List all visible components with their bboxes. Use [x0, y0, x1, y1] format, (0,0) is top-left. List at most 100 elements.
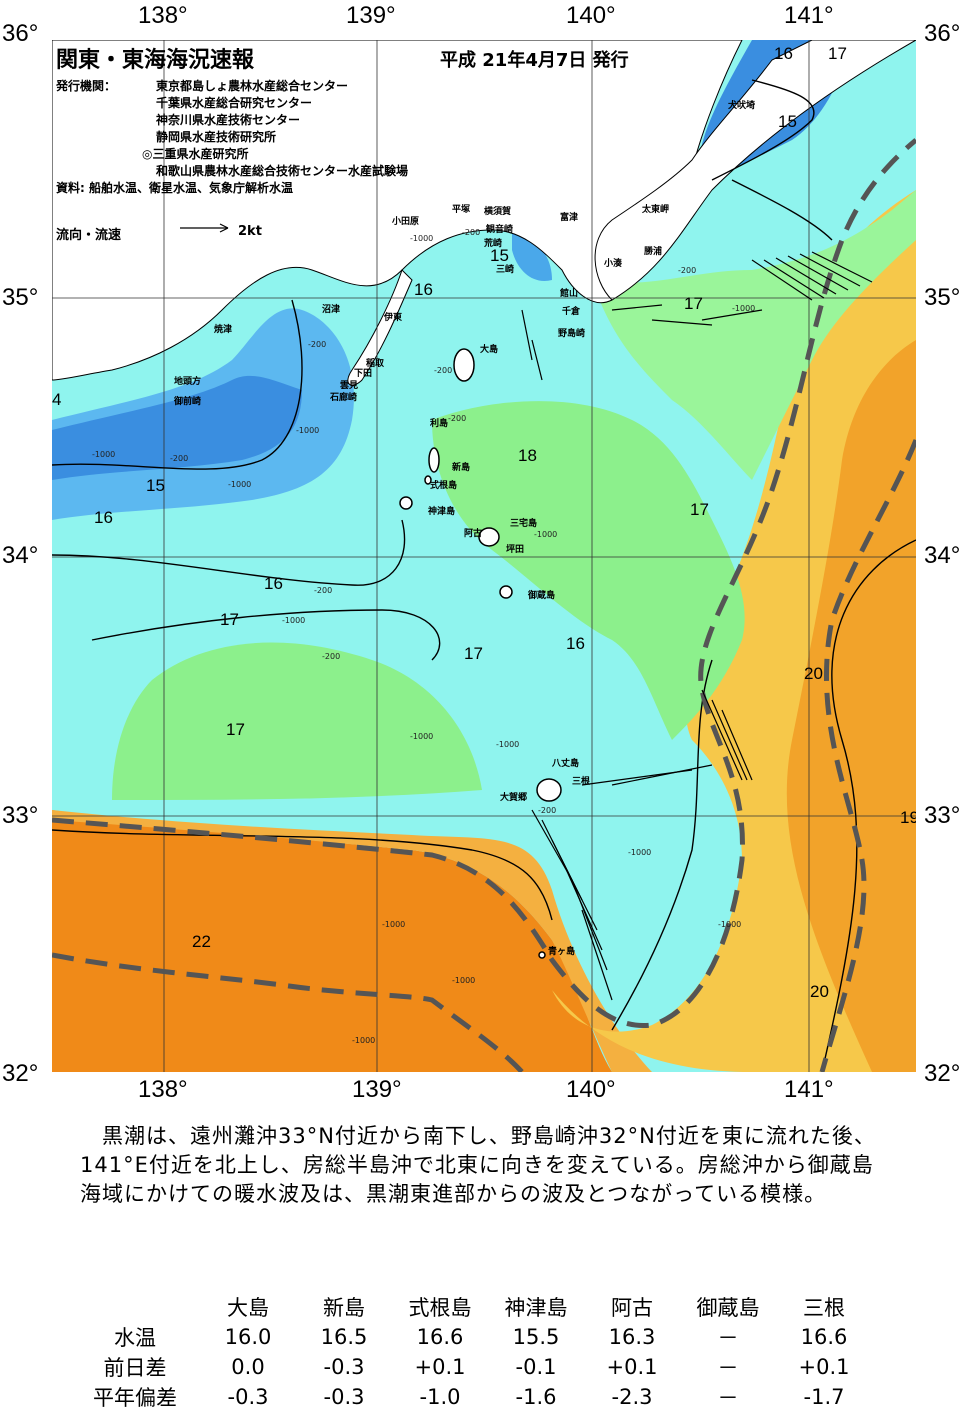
depth-label: -1000: [496, 740, 520, 749]
column-header: 神津島: [504, 1296, 568, 1320]
table-cell: -0.3: [323, 1355, 365, 1379]
island-aogashima: [538, 951, 546, 959]
depth-label: -200: [170, 454, 189, 463]
depth-label: -200: [314, 586, 333, 595]
lat-left-35: 35°: [2, 284, 39, 311]
lon-top-138: 138°: [138, 2, 188, 29]
issuer-label: 発行機関：: [56, 79, 117, 93]
depth-label: -1000: [296, 426, 320, 435]
lon-bottom-141: 141°: [784, 1076, 834, 1103]
table-cell: -0.3: [227, 1385, 269, 1409]
isotherm-label: 16: [94, 508, 113, 527]
mild-water-north: [592, 190, 916, 480]
place-label: 焼津: [214, 325, 233, 335]
place-label: 館山: [560, 289, 579, 299]
lat-left-32: 32°: [2, 1060, 39, 1087]
depth-label: -200: [434, 366, 453, 375]
column-header: 大島: [227, 1296, 269, 1320]
table-cell: 15.5: [512, 1325, 560, 1349]
place-label: 神津島: [428, 507, 456, 517]
place-label: 三根: [572, 777, 591, 787]
row-label: 前日差: [103, 1356, 167, 1380]
lat-left-33: 33°: [2, 802, 39, 829]
lat-right-34: 34°: [924, 542, 961, 569]
table-cell: 16.6: [800, 1325, 848, 1349]
depth-label: -200: [322, 652, 341, 661]
flow-legend-label: 流向・流速: [56, 228, 122, 243]
issuer-name: 千葉県水産総合研究センター: [156, 96, 313, 110]
lon-bottom-140: 140°: [566, 1076, 616, 1103]
depth-label: -1000: [732, 304, 756, 313]
place-label: 太東岬: [642, 205, 670, 215]
island-miyakejima: [478, 527, 500, 547]
report-title: 関東・東海海況速報: [56, 48, 255, 73]
depth-label: -200: [448, 414, 467, 423]
land-izu: [347, 269, 413, 386]
place-label: 小湊: [604, 259, 623, 269]
depth-label: -1000: [92, 450, 116, 459]
issuer-name: 東京都島しょ農林水産総合センター: [156, 79, 349, 93]
table-row: 平年偏差 -0.3 -0.3 -1.0 -1.6 -2.3 － -1.7: [70, 1382, 872, 1412]
place-label: 犬吠埼: [728, 101, 756, 111]
table-cell: －: [717, 1356, 739, 1380]
isotherm-label: 15: [146, 476, 165, 495]
place-label: 三崎: [496, 265, 515, 275]
depth-label: -1000: [718, 920, 742, 929]
column-header: 式根島: [408, 1296, 472, 1320]
depth-label: -1000: [352, 1036, 376, 1045]
table-row: 水温 16.0 16.5 16.6 15.5 16.3 － 16.6: [70, 1322, 872, 1352]
place-label: 利島: [430, 419, 449, 429]
isotherm-label: 16: [566, 634, 585, 653]
lat-left-36: 36°: [2, 20, 39, 47]
place-label: 雲見: [340, 381, 359, 391]
issuer-name: 神奈川県水産技術センター: [156, 113, 301, 127]
isotherm-label: 17: [464, 644, 483, 663]
warm-water-south-light: [52, 810, 652, 1072]
depth-label: -1000: [534, 530, 558, 539]
isotherm-label: 17: [684, 294, 703, 313]
table-cell: +0.1: [414, 1355, 466, 1379]
lat-right-36: 36°: [924, 20, 961, 47]
island-niijima: [428, 447, 440, 473]
island-hachijojima: [536, 778, 562, 802]
table-cell: 16.6: [416, 1325, 464, 1349]
place-label: 三宅島: [510, 519, 538, 529]
depth-label: -1000: [410, 732, 434, 741]
depth-label: -1000: [228, 480, 252, 489]
place-label: 千倉: [562, 307, 581, 317]
issue-date: 平成 21年4月7日 発行: [440, 50, 629, 71]
place-label: 伊東: [384, 313, 403, 323]
kuroshio-axis: [52, 138, 916, 1072]
depth-label: -200: [308, 340, 327, 349]
place-label: 式根島: [430, 481, 458, 491]
place-label: 大島: [480, 345, 499, 355]
isotherms: [52, 79, 916, 1072]
isotherm-label: 20: [804, 664, 823, 683]
lon-top-140: 140°: [566, 2, 616, 29]
flow-scale-label: 2kt: [238, 224, 262, 239]
place-label: 新島: [452, 463, 471, 473]
flow-scale-arrow: [180, 223, 229, 233]
place-label: 御前崎: [174, 397, 202, 407]
table-cell: -1.6: [515, 1385, 557, 1409]
lon-bottom-138: 138°: [138, 1076, 188, 1103]
table-cell: 0.0: [231, 1355, 265, 1379]
table-cell: -2.3: [611, 1385, 653, 1409]
table-cell: -1.7: [803, 1385, 845, 1409]
island-mikurajima: [499, 585, 513, 599]
land-boso: [594, 40, 916, 301]
table-cell: －: [717, 1386, 739, 1410]
data-sources: 資料: 船舶水温、衛星水温、気象庁解析水温: [56, 181, 293, 195]
issuer-name: 和歌山県農林水産総合技術センター水産試験場: [156, 164, 409, 178]
depth-label: -1000: [410, 234, 434, 243]
isotherm-label: 15: [490, 246, 509, 265]
depth-label: -1000: [628, 848, 652, 857]
place-label: 八丈島: [552, 759, 580, 769]
warm-water-south: [52, 810, 612, 1072]
isotherm-label: 17: [220, 610, 239, 629]
place-label: 野島崎: [558, 329, 586, 339]
depth-label: -1000: [382, 920, 406, 929]
column-header: 三根: [803, 1296, 845, 1320]
lon-bottom-139: 139°: [352, 1076, 402, 1103]
graticule: [52, 40, 916, 1072]
